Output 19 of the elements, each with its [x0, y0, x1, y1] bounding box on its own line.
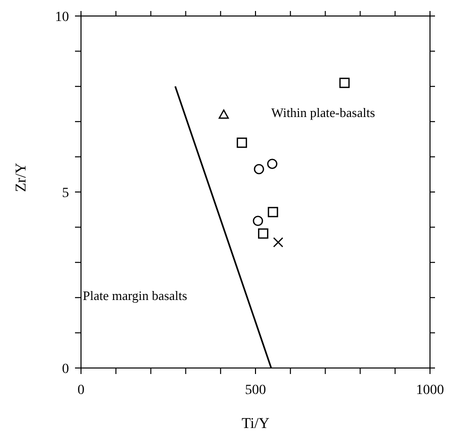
point [339, 78, 350, 88]
point [258, 228, 268, 239]
annotation: Within plate-basalts [271, 104, 376, 121]
y-axis-title: Zr/Y [13, 162, 30, 192]
point [218, 109, 229, 119]
y-tick-label: 10 [55, 10, 69, 25]
point [254, 164, 264, 174]
annotation: Plate margin basalts [82, 288, 188, 304]
point [252, 216, 264, 226]
point [273, 237, 284, 248]
point [268, 206, 278, 218]
point [236, 138, 248, 148]
x-tick-label: 500 [245, 382, 266, 398]
y-tick-label: 0 [62, 362, 69, 377]
x-tick-label: 1000 [416, 382, 444, 398]
point [267, 158, 278, 169]
y-tick-label: 5 [62, 186, 69, 201]
x-tick-label: 0 [78, 382, 84, 398]
x-axis-title: Ti/Y [242, 416, 270, 432]
